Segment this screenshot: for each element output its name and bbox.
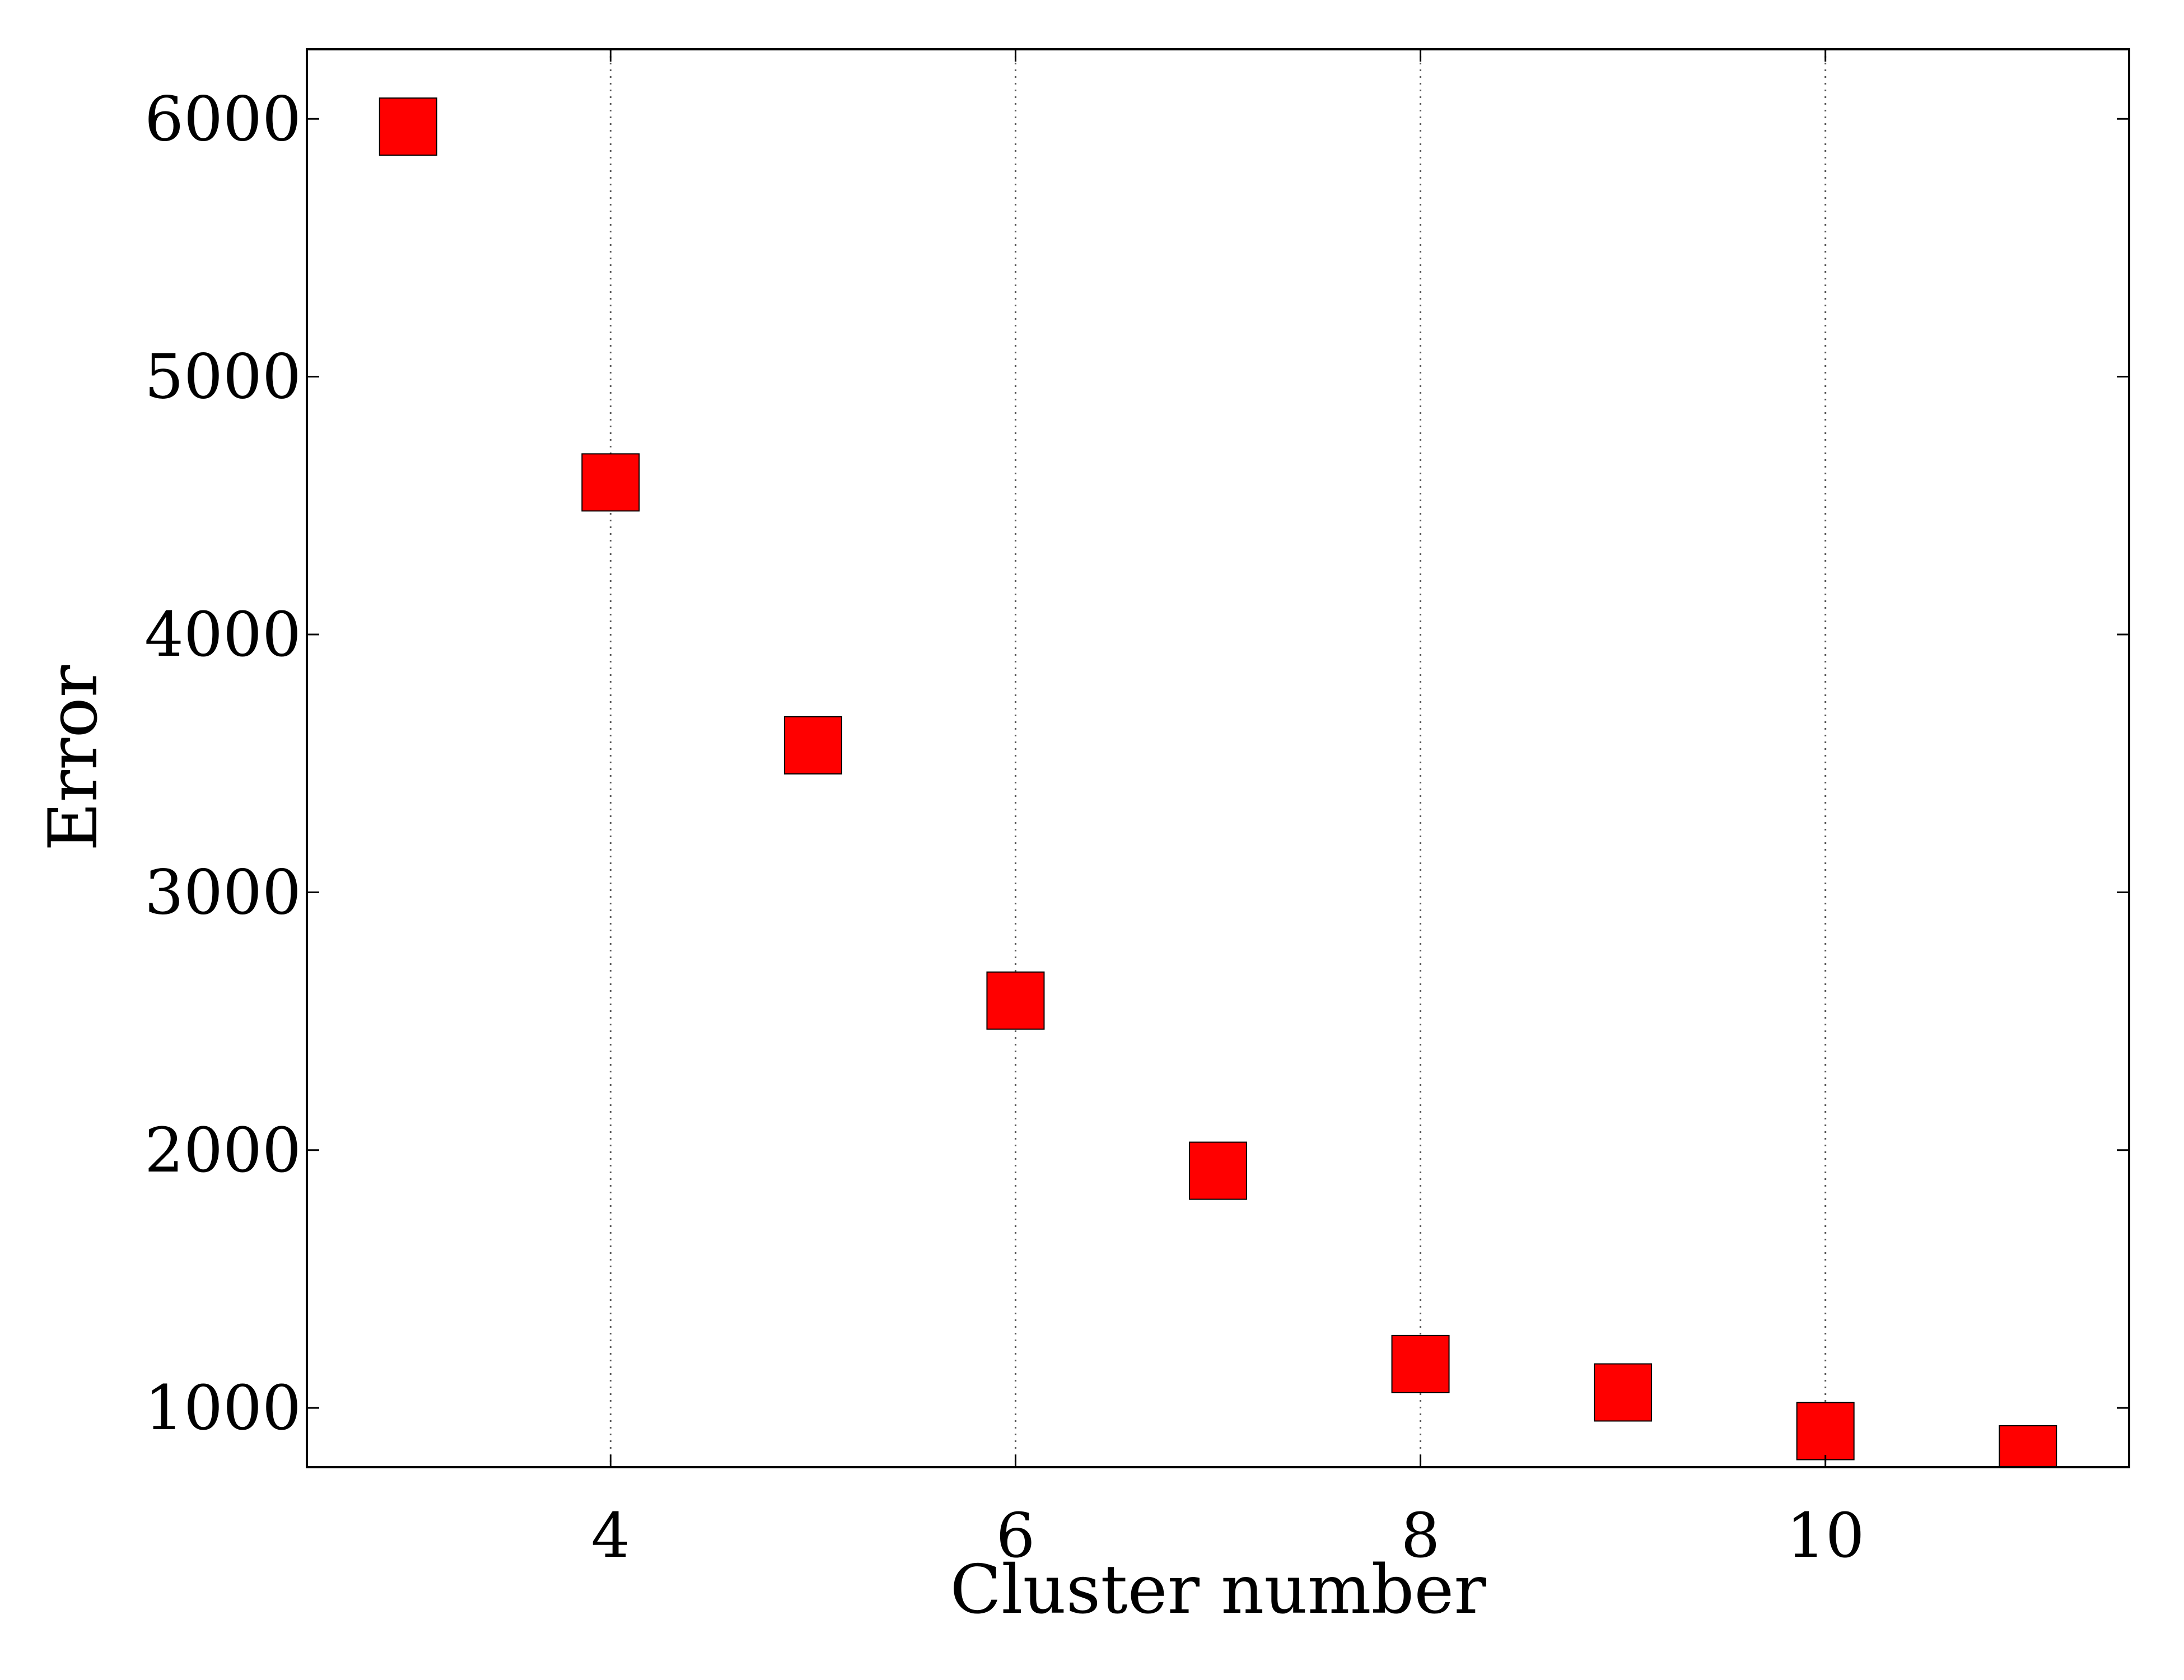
y-axis-label: Error [35,665,113,851]
data-points [379,97,2057,1467]
y-tick-label: 5000 [144,341,301,413]
x-tick-label: 4 [591,1500,630,1571]
data-point-marker [1391,1334,1450,1393]
y-tick-label: 4000 [144,599,301,670]
data-point-marker [1796,1402,1855,1460]
data-point-marker [1189,1141,1247,1200]
data-point-marker [379,97,437,156]
data-point-marker [1594,1363,1653,1422]
x-tick-label: 6 [996,1500,1035,1571]
data-point-marker [581,453,640,512]
x-tick-label: 8 [1401,1500,1440,1571]
data-point-marker [783,716,842,774]
y-tick-label: 1000 [144,1372,301,1444]
x-tick-label: 10 [1786,1500,1865,1571]
plot-area-frame [306,48,2130,1468]
x-axis-label: Cluster number [950,1551,1486,1629]
y-tick-label: 2000 [144,1114,301,1186]
y-tick-label: 6000 [144,83,301,155]
data-point-marker [986,971,1045,1030]
data-point-marker [1999,1425,2057,1467]
y-tick-label: 3000 [144,856,301,928]
axis-ticks: 4 6 8 10 1000 2000 3000 4000 5000 6000 [144,49,2129,1571]
grid-lines [609,49,1827,1467]
